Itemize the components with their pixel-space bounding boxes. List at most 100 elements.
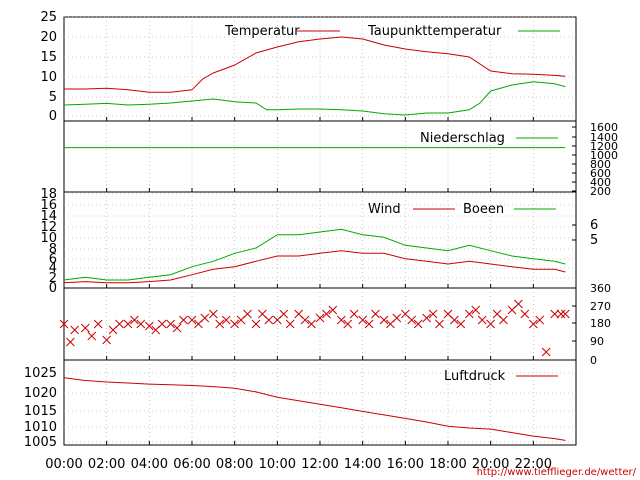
wind-direction-point <box>456 319 466 329</box>
wind-direction-point <box>307 319 316 329</box>
y-tick-label-right: 600 <box>590 167 611 180</box>
wind-direction-point <box>435 319 444 329</box>
wind-direction-point <box>477 315 487 325</box>
y-tick-label: 1025 <box>24 366 57 381</box>
x-tick-label: 16:00 <box>387 457 424 472</box>
wind-direction-point <box>364 319 374 329</box>
y-tick-label: 14 <box>40 209 57 224</box>
wind-direction-point <box>285 319 295 329</box>
wind-direction-point <box>300 315 310 325</box>
y-tick-label: 25 <box>40 10 57 25</box>
wind-direction-point <box>541 347 551 357</box>
x-tick-label: 04:00 <box>131 457 168 472</box>
x-tick-label: 00:00 <box>45 457 82 472</box>
wind-direction-point <box>379 315 389 325</box>
legend-label: Boeen <box>463 202 504 217</box>
y-tick-label-right: 360 <box>590 282 611 295</box>
wind-direction-point <box>80 323 90 333</box>
x-tick-label: 08:00 <box>216 457 253 472</box>
y-tick-label-right: 5 <box>590 233 598 248</box>
y-tick-label: 4 <box>49 261 57 276</box>
panel-1: 25 20 15 10 5 0 Temperatur Taupunkttemperatur <box>40 10 577 124</box>
y-tick-label: 5 <box>49 90 57 105</box>
series-line-taupunkttemperatur <box>63 81 566 116</box>
wind-direction-point <box>123 319 133 329</box>
wind-direction-point <box>464 309 474 319</box>
wind-direction-point <box>215 319 225 329</box>
x-tick-label: 20:00 <box>472 457 509 472</box>
y-tick-label-right: 1200 <box>590 140 618 153</box>
legend-label: Taupunkttemperatur <box>367 24 502 39</box>
wind-direction-point <box>93 319 103 329</box>
wind-direction-point <box>322 309 331 319</box>
wind-direction-point <box>251 319 261 329</box>
y-tick-label: 0 <box>49 109 57 124</box>
x-tick-label: 12:00 <box>301 457 338 472</box>
wind-direction-point <box>450 315 459 325</box>
wind-direction-point <box>486 319 496 329</box>
y-tick-label: 2 <box>49 271 57 286</box>
wind-direction-point <box>550 309 560 319</box>
wind-direction-point <box>221 315 231 325</box>
x-tick-label: 22:00 <box>515 457 552 472</box>
wind-direction-point <box>179 315 188 325</box>
legend-label: Temperatur <box>224 24 300 39</box>
legend-label: Wind <box>368 202 401 217</box>
wind-direction-point <box>102 335 112 345</box>
wind-direction-point <box>59 319 69 329</box>
wind-direction-point <box>407 315 417 325</box>
y-tick-label: 20 <box>40 30 57 45</box>
wind-direction-point <box>422 313 432 323</box>
wind-direction-point <box>130 315 139 325</box>
y-tick-label: 6 <box>49 252 57 267</box>
y-tick-label: 1015 <box>24 404 57 419</box>
wind-direction-point <box>371 309 380 319</box>
panel-4: 360 270 180 90 0 <box>59 282 611 367</box>
y-tick-label: 10 <box>40 231 57 246</box>
y-tick-label-right: 180 <box>590 317 611 330</box>
y-tick-label: 15 <box>40 50 57 65</box>
y-tick-label-right: 200 <box>590 185 611 198</box>
y-tick-label: 10 <box>40 70 57 85</box>
wind-direction-point <box>187 315 197 325</box>
y-tick-label-right: 800 <box>590 158 611 171</box>
y-tick-label-right: 6 <box>590 218 598 233</box>
wind-direction-point <box>336 315 346 325</box>
x-tick-label: 10:00 <box>259 457 296 472</box>
y-tick-label-right: 400 <box>590 176 611 189</box>
y-tick-label-right: 90 <box>590 335 604 348</box>
wind-direction-point <box>315 313 325 323</box>
y-tick-label: 16 <box>40 198 57 213</box>
y-tick-label: 1020 <box>24 386 57 401</box>
wind-direction-point <box>70 325 80 335</box>
wind-direction-point <box>560 309 570 319</box>
wind-direction-point <box>136 319 146 329</box>
wind-direction-point <box>264 315 274 325</box>
x-tick-label: 18:00 <box>429 457 466 472</box>
wind-direction-point <box>514 299 523 309</box>
y-tick-label-right: 1000 <box>590 149 618 162</box>
wind-direction-point <box>528 319 538 329</box>
series-line-temperatur <box>64 36 566 93</box>
wind-direction-point <box>243 309 252 319</box>
wind-direction-point <box>87 331 97 341</box>
wind-direction-point <box>230 319 240 329</box>
legend-label: Niederschlag <box>420 131 505 146</box>
legend-label: Luftdruck <box>444 369 506 384</box>
y-tick-label: 12 <box>40 220 57 235</box>
wind-direction-point <box>471 305 481 315</box>
y-tick-label-right: 1400 <box>590 131 618 144</box>
series-line-boeen <box>63 228 566 281</box>
y-tick-label-right: 270 <box>590 300 611 313</box>
wind-direction-point <box>392 313 402 323</box>
wind-direction-point <box>200 313 210 323</box>
wind-direction-point <box>279 309 289 319</box>
y-tick-label: 1005 <box>24 435 57 450</box>
y-tick-label: 18 <box>40 187 57 202</box>
wind-direction-point <box>343 319 353 329</box>
series-line-luftdruck <box>63 377 566 441</box>
wind-direction-point <box>144 321 154 331</box>
footer-url: http://www.tiefflieger.de/wetter/ <box>477 467 637 478</box>
